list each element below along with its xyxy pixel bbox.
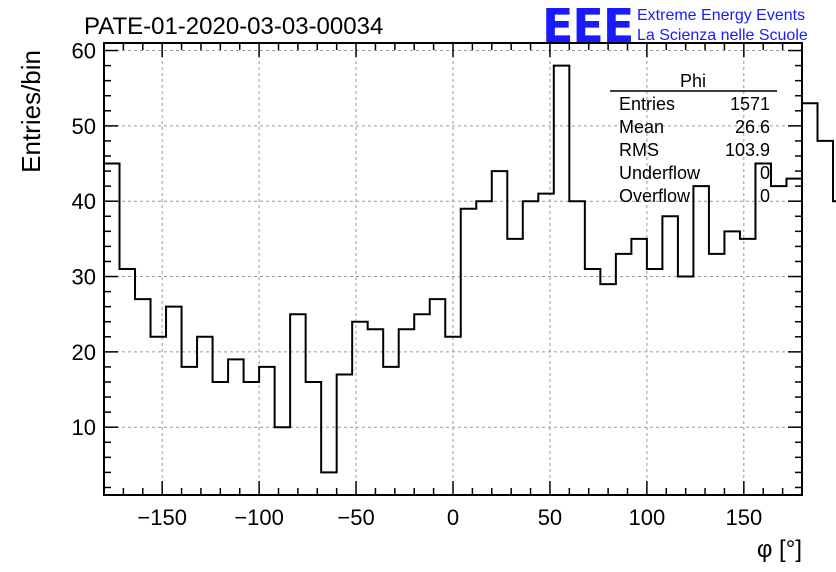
x-tick-label: −50 <box>337 505 374 530</box>
y-ticks: 10 20 30 40 50 60 <box>72 39 802 489</box>
y-tick-label: 10 <box>72 415 96 440</box>
x-ticks: −150 −100 −50 0 50 100 150 <box>103 43 803 530</box>
logo-mark: EEE <box>542 0 633 53</box>
stats-value: 103.9 <box>725 140 770 160</box>
y-tick-label: 50 <box>72 114 96 139</box>
y-tick-label: 30 <box>72 265 96 290</box>
eee-logo: EEE Extreme Energy Events La Scienza nel… <box>542 0 808 53</box>
stats-title: Phi <box>680 71 706 91</box>
stats-label: RMS <box>619 140 659 160</box>
x-tick-label: 50 <box>538 505 562 530</box>
stats-value: 26.6 <box>735 117 770 137</box>
logo-line2: La Scienza nelle Scuole <box>637 27 808 44</box>
x-tick-label: −150 <box>137 505 187 530</box>
stats-label: Overflow <box>619 186 691 206</box>
x-tick-label: −100 <box>234 505 284 530</box>
stats-label: Underflow <box>619 163 701 183</box>
stats-value: 0 <box>760 186 770 206</box>
grid <box>104 43 802 495</box>
x-tick-label: 100 <box>629 505 666 530</box>
x-axis-label: φ [°] <box>757 536 802 563</box>
stats-box: Phi Entries 1571 Mean 26.6 RMS 103.9 Underflow… <box>610 71 777 206</box>
stats-label: Entries <box>619 94 675 114</box>
x-tick-label: 0 <box>447 505 459 530</box>
stats-label: Mean <box>619 117 664 137</box>
chart-title: PATE-01-2020-03-03-00034 <box>84 13 383 40</box>
y-tick-label: 60 <box>72 39 96 64</box>
stats-rows: Entries 1571 Mean 26.6 RMS 103.9 Underflow 0 Ove… <box>619 94 770 206</box>
logo-line1: Extreme Energy Events <box>637 7 805 24</box>
y-tick-label: 20 <box>72 340 96 365</box>
stats-value: 1571 <box>730 94 770 114</box>
y-tick-label: 40 <box>72 189 96 214</box>
x-tick-label: 150 <box>725 505 762 530</box>
histogram-line <box>104 64 836 474</box>
stats-value: 0 <box>760 163 770 183</box>
y-axis-label: Entries/bin <box>16 50 46 173</box>
